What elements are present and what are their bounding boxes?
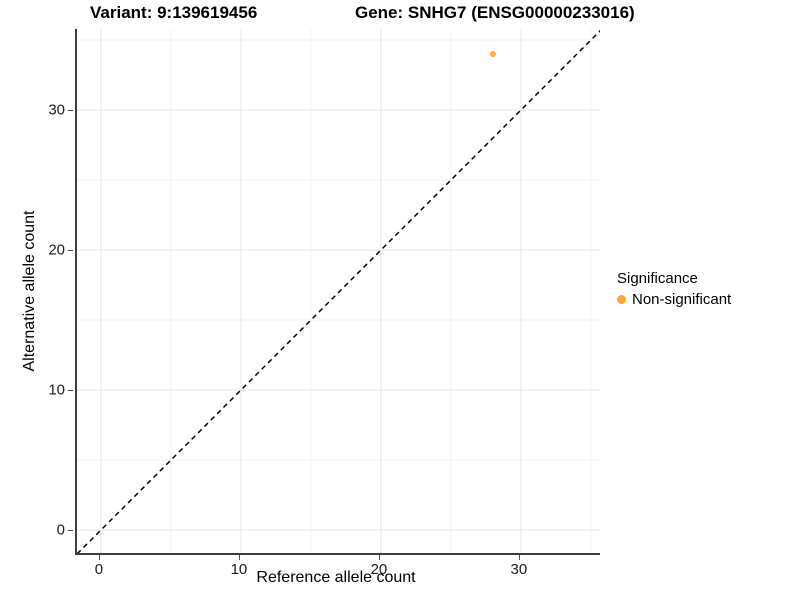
x-axis-label: Reference allele count: [256, 569, 416, 586]
data-point: [489, 51, 496, 58]
legend-point-icon: [617, 295, 626, 304]
y-tick-label: 30: [48, 101, 65, 119]
legend-item-label: Non-significant: [632, 291, 732, 308]
x-tick-label: 10: [230, 561, 248, 578]
x-tick-mark: [98, 555, 100, 560]
legend-items: Non-significant: [617, 291, 731, 308]
variant-title: Variant: 9:139619456: [90, 3, 258, 22]
y-tick-mark: [68, 110, 73, 112]
gene-title: Gene: SNHG7 (ENSG00000233016): [355, 3, 635, 22]
legend-title: Significance: [617, 270, 698, 287]
y-tick-mark: [68, 250, 73, 252]
x-tick-mark: [378, 555, 380, 560]
x-tick-label: 0: [94, 561, 104, 578]
y-axis-label: Alternative allele count: [21, 210, 38, 372]
y-tick-label: 0: [56, 521, 65, 539]
y-tick-mark: [68, 390, 73, 392]
x-tick-mark: [238, 555, 240, 560]
x-tick-mark: [518, 555, 520, 560]
x-tick-label: 30: [510, 561, 528, 578]
x-tick-label: 20: [370, 561, 388, 578]
y-tick-label: 20: [48, 241, 65, 259]
legend-item: Non-significant: [617, 291, 731, 308]
y-tick-mark: [68, 530, 73, 532]
identity-dashed-line: [77, 29, 600, 553]
plot-panel: [75, 29, 600, 555]
legend: Significance Non-significant: [617, 270, 731, 308]
y-tick-label: 10: [48, 381, 65, 399]
plot-panel-svg: [77, 29, 600, 553]
